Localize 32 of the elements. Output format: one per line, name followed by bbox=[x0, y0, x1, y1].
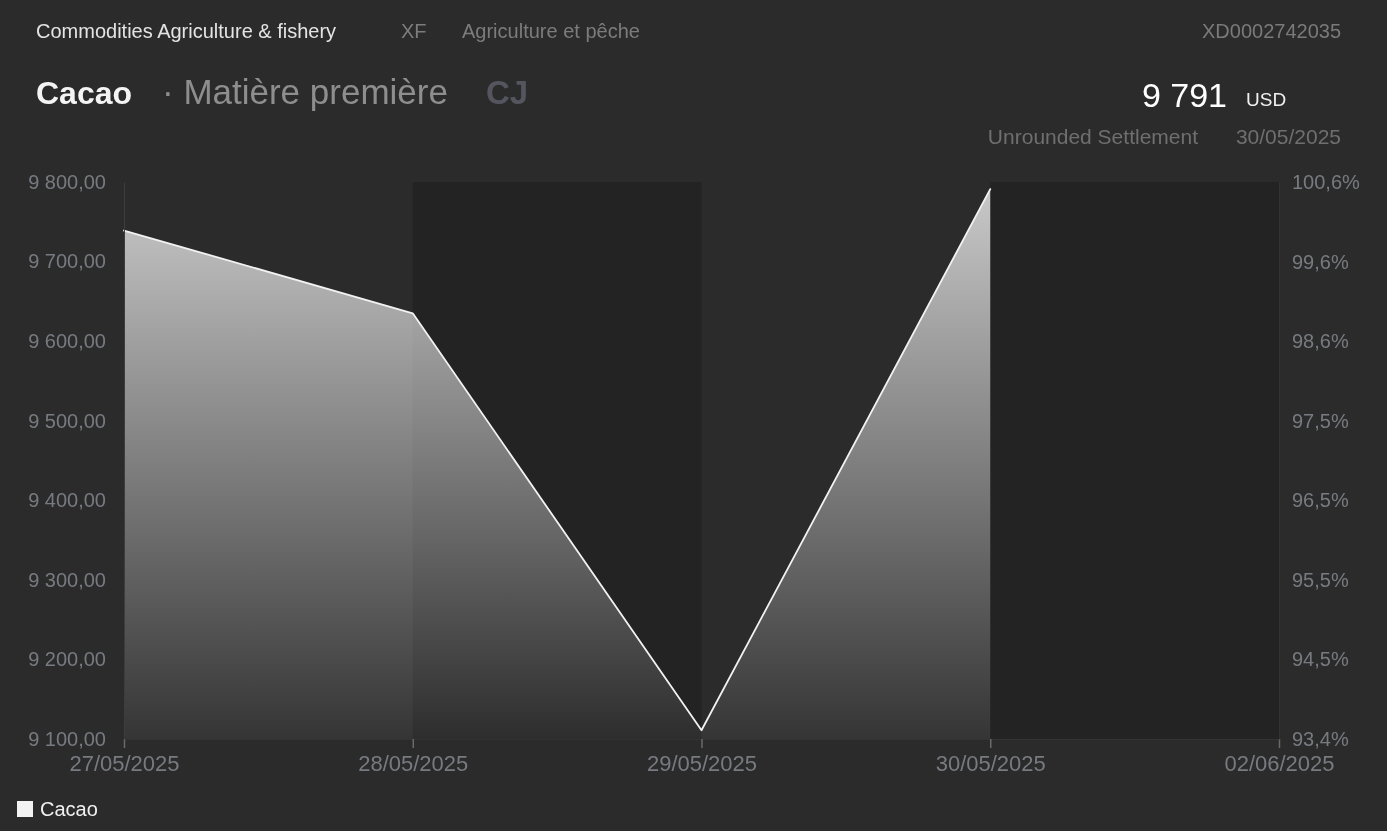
x-tick-label: 29/05/2025 bbox=[646, 750, 758, 776]
y2-tick-label: 96,5% bbox=[1292, 489, 1349, 512]
text: XF bbox=[401, 20, 427, 42]
chart-title: Cacao bbox=[36, 75, 133, 111]
y-tick-label: 9 200,00 bbox=[28, 648, 106, 671]
y-tick-label: 9 800,00 bbox=[28, 170, 106, 193]
y2-tick-label: 95,5% bbox=[1292, 569, 1349, 592]
y2-tick-label: 100,6% bbox=[1292, 170, 1361, 193]
y-tick-label: 9 700,00 bbox=[28, 250, 106, 273]
text: XD0002742035 bbox=[1201, 20, 1341, 42]
x-tick-label: 30/05/2025 bbox=[935, 750, 1046, 776]
y-tick-label: 9 600,00 bbox=[28, 330, 106, 353]
x-tick-label: 28/05/2025 bbox=[358, 750, 469, 776]
y2-tick-label: 94,5% bbox=[1292, 648, 1349, 671]
y-tick-label: 9 300,00 bbox=[28, 568, 106, 591]
y2-tick-label: 99,6% bbox=[1292, 250, 1349, 273]
x-tick-label: 27/05/2025 bbox=[69, 750, 180, 776]
text: 30/05/2025 bbox=[1235, 125, 1341, 148]
text: Agriculture et pêche bbox=[462, 20, 640, 42]
y-tick-label: 9 500,00 bbox=[28, 409, 106, 432]
y-tick-label: 9 400,00 bbox=[28, 489, 106, 512]
x-tick-label: 02/06/2025 bbox=[1224, 750, 1335, 776]
y2-tick-label: 98,6% bbox=[1292, 330, 1349, 353]
text: Commodities Agriculture & fishery bbox=[36, 20, 337, 42]
y2-tick-label: 97,5% bbox=[1292, 409, 1349, 432]
chart-subtitle: · Matière première bbox=[162, 72, 448, 111]
text: 9 791 bbox=[1141, 76, 1227, 114]
text: Unrounded Settlement bbox=[987, 125, 1199, 148]
legend-label: Cacao bbox=[40, 798, 98, 820]
y-tick-label: 9 100,00 bbox=[28, 727, 106, 750]
text: USD bbox=[1246, 89, 1287, 110]
y2-tick-label: 93,4% bbox=[1292, 727, 1349, 750]
